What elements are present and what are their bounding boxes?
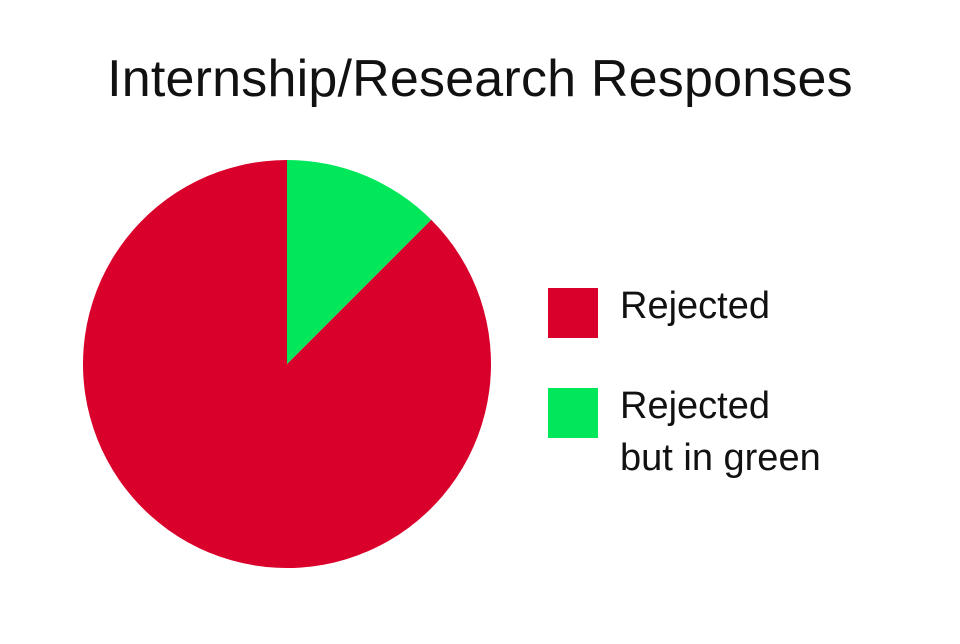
chart-title: Internship/Research Responses — [107, 50, 853, 108]
legend-label-rejected: Rejected — [620, 285, 770, 327]
legend-item-rejected-green: Rejected but in green — [548, 385, 821, 484]
legend-swatch-rejected-green — [548, 388, 598, 438]
legend-item-rejected: Rejected — [548, 285, 770, 338]
legend-label-rejected-green: Rejected but in green — [620, 385, 821, 479]
pie-slice-rejected-green — [287, 160, 432, 364]
legend-swatch-rejected — [548, 288, 598, 338]
